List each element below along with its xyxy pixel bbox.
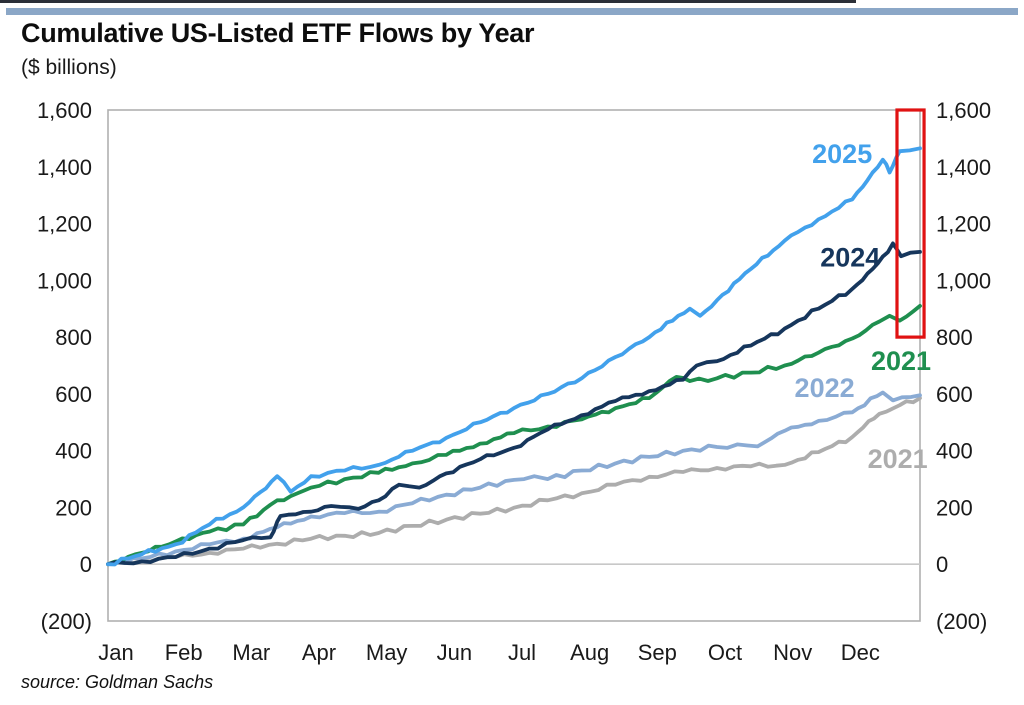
x-tick-label: Jan — [98, 640, 133, 665]
y-tick-label-left: 200 — [55, 495, 92, 520]
x-tick-label: Dec — [841, 640, 880, 665]
x-tick-label: Feb — [165, 640, 203, 665]
y-tick-label-left: (200) — [41, 609, 92, 634]
x-tick-label: Nov — [773, 640, 812, 665]
x-axis: Jan Feb Mar Apr May Jun Jul Aug Sep Oct Nov Dec — [98, 640, 880, 665]
top-bar-decoration — [6, 8, 1018, 15]
y-tick-label-left: 1,200 — [37, 212, 92, 237]
y-tick-label-left: 0 — [80, 552, 92, 577]
y-tick-label-right: 1,000 — [936, 268, 991, 293]
y-tick-label-left: 1,600 — [37, 98, 92, 123]
x-tick-label: Jun — [437, 640, 472, 665]
y-tick-label-left: 600 — [55, 382, 92, 407]
series-label-2022: 2022 — [795, 373, 855, 403]
highlight-box — [895, 108, 926, 339]
series-line-2021-gray — [106, 396, 922, 567]
series-label-2025: 2025 — [812, 139, 872, 169]
y-tick-label-left: 1,400 — [37, 155, 92, 180]
series-lines — [106, 146, 922, 567]
series-labels: 2021 2022 2021 2024 2025 — [795, 139, 932, 474]
x-tick-label: Mar — [232, 640, 270, 665]
y-tick-label-left: 400 — [55, 439, 92, 464]
x-tick-label: Jul — [508, 640, 536, 665]
y-tick-label-left: 1,000 — [37, 268, 92, 293]
plot-border — [107, 109, 921, 622]
x-tick-label: Sep — [638, 640, 677, 665]
y-tick-label-right: (200) — [936, 609, 987, 634]
y-tick-label-right: 600 — [936, 382, 973, 407]
series-line-2025 — [106, 146, 922, 567]
series-line-2022 — [106, 390, 922, 567]
y-axis-left: 1,600 1,400 1,200 1,000 800 600 400 200 0 (200) — [37, 98, 92, 634]
plot-area — [107, 109, 921, 622]
y-tick-label-right: 1,200 — [936, 212, 991, 237]
y-tick-label-left: 800 — [55, 325, 92, 350]
series-line-2021-green — [106, 304, 922, 567]
x-tick-label: Oct — [708, 640, 742, 665]
top-rule-decoration — [0, 0, 856, 3]
series-label-2024: 2024 — [820, 243, 880, 273]
x-tick-label: Aug — [570, 640, 609, 665]
y-tick-label-right: 1,400 — [936, 155, 991, 180]
y-axis-right: 1,600 1,400 1,200 1,000 800 600 400 200 0 (200) — [936, 98, 991, 634]
y-tick-label-right: 200 — [936, 495, 973, 520]
y-tick-label-right: 400 — [936, 439, 973, 464]
y-tick-label-right: 0 — [936, 552, 948, 577]
x-tick-label: Apr — [302, 640, 336, 665]
series-line-2024 — [106, 241, 922, 567]
source-note: source: Goldman Sachs — [21, 672, 214, 692]
x-tick-label: May — [366, 640, 408, 665]
series-label-2021-green: 2021 — [871, 346, 931, 376]
chart-subtitle: ($ billions) — [21, 56, 117, 79]
y-tick-label-right: 1,600 — [936, 98, 991, 123]
chart-title: Cumulative US-Listed ETF Flows by Year — [21, 18, 535, 48]
y-tick-label-right: 800 — [936, 325, 973, 350]
series-label-2021-gray: 2021 — [868, 444, 928, 474]
